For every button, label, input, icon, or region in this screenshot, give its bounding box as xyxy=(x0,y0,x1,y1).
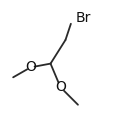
Text: O: O xyxy=(55,80,66,94)
Text: Br: Br xyxy=(75,11,91,25)
Text: O: O xyxy=(25,60,36,74)
